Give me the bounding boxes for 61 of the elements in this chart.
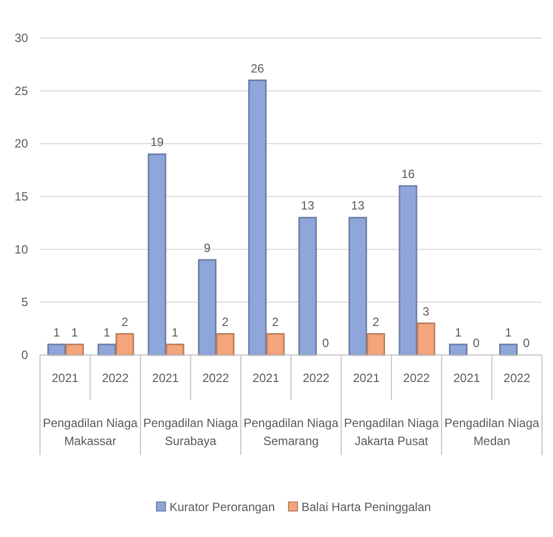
data-label: 1 [53, 325, 60, 340]
text: Pengadilan Niaga Surabaya [143, 416, 238, 448]
y-tick-label: 0 [21, 348, 28, 362]
bar [65, 344, 84, 356]
data-label: 0 [523, 336, 530, 350]
data-label: 1 [103, 325, 110, 340]
x-tick-label: 2022 [504, 371, 531, 385]
x-tick-label: 2021 [252, 371, 280, 385]
x-tick-label: 2021 [453, 371, 480, 385]
x-tick-label: 2021 [152, 371, 180, 385]
legend-label: Balai Harta Peninggalan [302, 500, 431, 514]
bar [398, 185, 418, 356]
bar [298, 216, 317, 356]
y-tick-label: 10 [14, 242, 28, 256]
bar [198, 259, 216, 356]
text: Pengadilan Niaga Makassar [42, 416, 138, 448]
bar [148, 153, 166, 356]
bar [348, 216, 368, 356]
y-tick-label: 5 [21, 295, 28, 310]
legend-label: Kurator Perorangan [170, 500, 275, 514]
data-label: 3 [422, 304, 430, 318]
data-label: 13 [300, 198, 315, 213]
data-label: 13 [351, 198, 365, 213]
bar [166, 344, 184, 356]
y-tick-label: 20 [14, 136, 28, 151]
bar [248, 80, 267, 356]
bar [366, 333, 386, 356]
text: Pengadilan Niaga Medan [444, 416, 540, 448]
data-label: 26 [250, 61, 264, 76]
data-label: 2 [121, 314, 128, 329]
data-label: 19 [150, 135, 164, 150]
bar [216, 333, 234, 356]
data-label: 0 [472, 336, 480, 350]
data-label: 2 [272, 314, 280, 329]
data-label: 1 [454, 325, 462, 340]
x-tick-label: 2022 [302, 371, 330, 385]
y-tick-label: 30 [14, 31, 28, 45]
bar [448, 344, 468, 356]
bar [98, 344, 116, 356]
bar [116, 333, 134, 356]
x-tick-label: 2022 [403, 371, 430, 385]
data-label: 16 [401, 166, 415, 181]
data-label: 2 [222, 314, 229, 329]
data-label: 1 [172, 325, 179, 340]
bar [416, 322, 436, 356]
bar [266, 333, 285, 356]
x-tick-label: 2022 [102, 371, 129, 385]
data-label: 2 [372, 314, 380, 329]
y-tick-label: 25 [14, 84, 28, 98]
bar [499, 344, 518, 356]
x-tick-label: 2022 [202, 371, 230, 385]
data-label: 9 [204, 240, 211, 255]
bar [47, 344, 66, 356]
x-tick-label: 2021 [352, 371, 380, 385]
text: Pengadilan Niaga Semarang [244, 416, 339, 448]
data-label: 0 [322, 336, 330, 350]
text: Pengadilan Niaga Jakarta Pusat [344, 416, 440, 448]
y-tick-label: 15 [14, 190, 28, 204]
data-label: 1 [71, 325, 78, 340]
x-tick-label: 2021 [52, 371, 79, 385]
data-label: 1 [505, 325, 512, 340]
